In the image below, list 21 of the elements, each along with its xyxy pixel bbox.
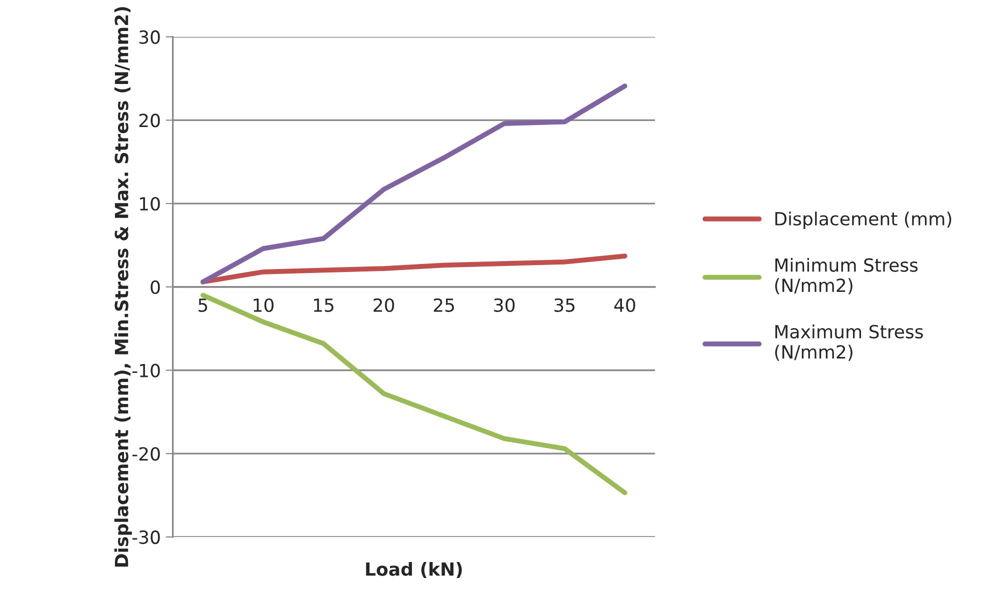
x-tick-label: 10 — [254, 298, 274, 312]
x-tick-label: 20 — [374, 298, 394, 312]
legend-label: Maximum Stress (N/mm2) — [775, 324, 923, 361]
y-tick-label: 10 — [140, 197, 160, 211]
legend-label: Minimum Stress (N/mm2) — [775, 258, 918, 294]
legend-label: Displacement (mm) — [775, 212, 952, 230]
y-tick-label: -10 — [132, 364, 160, 378]
x-tick-label: 15 — [314, 298, 334, 312]
x-tick-label: 40 — [614, 298, 636, 312]
y-tick-label: 0 — [150, 280, 160, 294]
y-tick-label: 20 — [139, 114, 160, 128]
y-axis-title: Displacement (mm), Min.Stress & Max. Stress (N/mm2) — [114, 7, 132, 567]
y-tick-label: -20 — [132, 447, 160, 461]
x-tick-label: 30 — [494, 298, 515, 312]
x-axis-title: Load (kN) — [366, 562, 462, 578]
x-tick-label: 35 — [554, 298, 574, 312]
x-tick-label: 5 — [198, 298, 208, 312]
y-tick-label: 30 — [139, 30, 160, 44]
x-tick-label: 25 — [434, 298, 454, 312]
line-series — [200, 84, 628, 284]
y-tick-label: -30 — [132, 530, 160, 544]
